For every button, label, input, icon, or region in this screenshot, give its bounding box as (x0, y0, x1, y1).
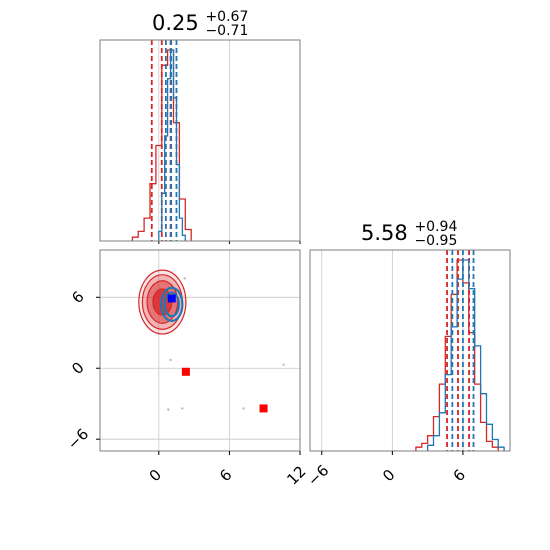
panel-frame (309, 249, 511, 452)
sample-point (169, 358, 172, 362)
marginal-1-plus: +0.67 (205, 9, 248, 25)
truth-marker-red (181, 367, 190, 376)
sample-point (167, 408, 170, 411)
sample-point (242, 407, 245, 410)
histogram-step-blue (426, 259, 505, 451)
marginal-2-median: 5.58 (361, 221, 408, 245)
sample-point (282, 363, 285, 366)
sample-point (183, 277, 186, 280)
truth-marker-blue (167, 294, 176, 303)
truth-marker-red (259, 404, 268, 413)
marginal-histogram-param-1 (99, 39, 301, 244)
marginal-2-plus: +0.94 (414, 219, 457, 235)
marginal-1-title: 0.25 +0.67 −0.71 (152, 2, 255, 39)
sample-point (181, 407, 184, 410)
density-contour-blue (160, 286, 184, 323)
marginal-1-minus: −0.71 (205, 23, 248, 39)
marginal-1-median: 0.25 (152, 11, 199, 35)
marginal-2-minus: −0.95 (414, 233, 457, 249)
marginal-2-title: 5.58 +0.94 −0.95 (361, 212, 464, 249)
panel-frame (99, 39, 301, 242)
panel-frame (99, 249, 301, 452)
density-contour-blue (163, 291, 180, 318)
